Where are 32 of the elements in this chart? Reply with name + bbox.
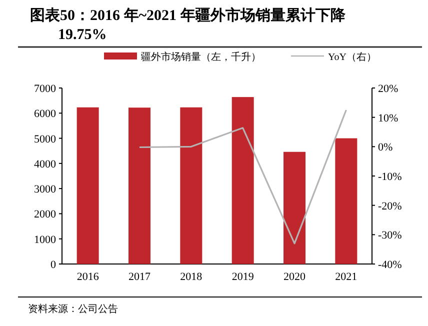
y2-tick-label: 20% — [378, 83, 398, 95]
y-tick-label: 7000 — [34, 83, 56, 95]
y-tick-label: 6000 — [34, 108, 56, 120]
x-tick-label: 2017 — [128, 271, 151, 283]
text: 资料来源：公司公告 — [28, 303, 118, 315]
bar — [335, 138, 358, 264]
y-tick-label: 2000 — [34, 208, 56, 221]
legend-label: YoY（右） — [328, 52, 376, 63]
x-tick-label: 2021 — [335, 271, 358, 283]
bar — [180, 107, 202, 264]
chart-title: 图表50：2016 年~2021 年疆外市场销量累计下降19.75% — [30, 6, 346, 43]
y2-tick-label: -20% — [378, 200, 402, 212]
line-series — [138, 109, 347, 244]
bar — [128, 108, 150, 264]
x-tick-label: 2019 — [232, 271, 254, 283]
y-tick-label: 5000 — [34, 133, 56, 146]
x-tick-label: 2016 — [76, 271, 100, 283]
legend-label: 疆外市场销量（左，千升） — [141, 51, 261, 63]
y2-tick-label: -40% — [378, 259, 402, 271]
y-tick-label: 4000 — [34, 158, 56, 170]
bar — [232, 97, 254, 264]
y2-tick-label: -10% — [378, 171, 402, 183]
y-tick-label: 0 — [50, 259, 56, 271]
bar — [284, 152, 306, 264]
y-tick-label: 1000 — [34, 234, 56, 246]
bar — [76, 107, 99, 264]
x-tick-label: 2020 — [284, 271, 306, 283]
y2-tick-label: -30% — [378, 230, 402, 242]
y2-tick-label: 0% — [378, 142, 393, 154]
x-tick-label: 2018 — [180, 271, 203, 283]
y2-tick-label: 10% — [378, 112, 398, 124]
y-tick-label: 3000 — [34, 184, 56, 196]
